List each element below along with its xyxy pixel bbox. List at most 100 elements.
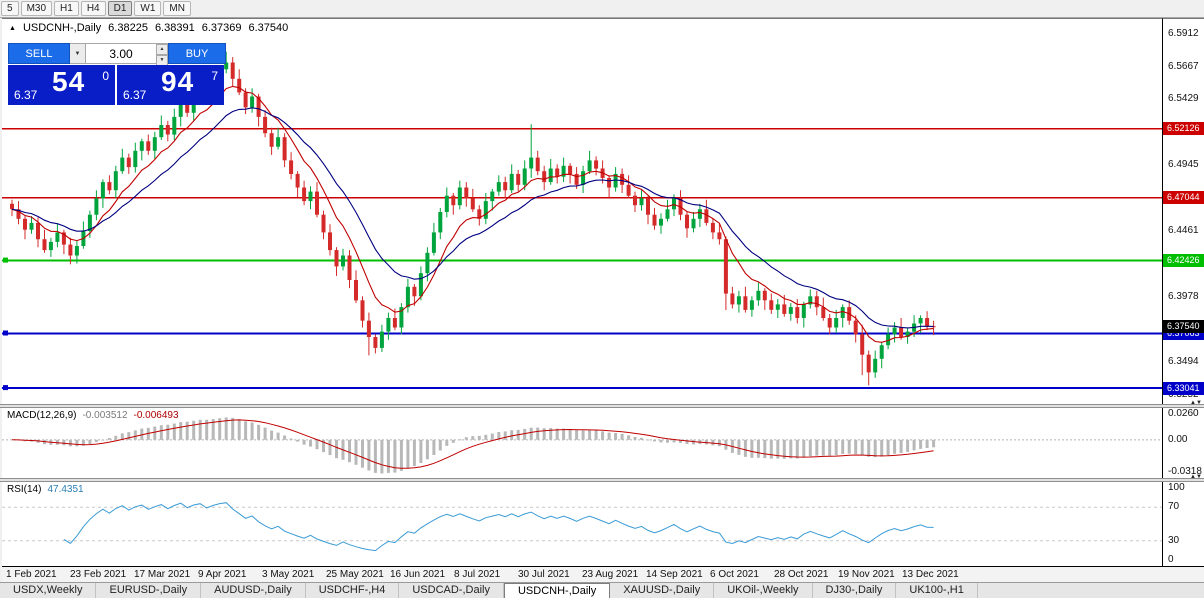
date-label: 14 Sep 2021 <box>646 569 703 580</box>
price-line-badge: 6.47044 <box>1163 191 1204 205</box>
sell-price-display[interactable]: 6.37 54 0 <box>8 65 115 105</box>
date-label: 6 Oct 2021 <box>710 569 759 580</box>
buy-price-pips: 94 <box>161 66 195 97</box>
date-label: 8 Jul 2021 <box>454 569 501 580</box>
spinner-up-icon[interactable]: ▲ <box>156 44 168 55</box>
price-axis-tick: 6.5912 <box>1168 27 1199 39</box>
panel-separator[interactable] <box>0 404 1204 408</box>
price-line-badge: 6.42426 <box>1163 254 1204 268</box>
macd-axis-tick: -0.0318 <box>1168 466 1202 477</box>
rsi-axis-tick: 100 <box>1168 482 1185 493</box>
volume-box: ▲ ▼ <box>86 43 168 66</box>
chart-header: ▲ USDCNH-,Daily 6.38225 6.38391 6.37369 … <box>9 22 288 34</box>
price-axis-tick: 6.4945 <box>1168 159 1199 171</box>
price-axis-tick: 6.5429 <box>1168 93 1199 105</box>
date-label: 30 Jul 2021 <box>518 569 570 580</box>
date-label: 17 Mar 2021 <box>134 569 191 580</box>
panel-separator[interactable] <box>0 478 1204 482</box>
tab-eurusd-daily[interactable]: EURUSD-,Daily <box>96 583 202 598</box>
macd-value-signal: -0.006493 <box>133 410 179 421</box>
price-axis-tick: 6.5667 <box>1168 60 1199 72</box>
sell-price-pips: 54 <box>52 66 86 97</box>
date-label: 28 Oct 2021 <box>774 569 829 580</box>
date-label: 16 Jun 2021 <box>390 569 446 580</box>
rsi-title: RSI(14) <box>7 484 42 495</box>
tab-usdchf-h4[interactable]: USDCHF-,H4 <box>306 583 400 598</box>
date-label: 19 Nov 2021 <box>838 569 895 580</box>
date-label: 3 May 2021 <box>262 569 315 580</box>
price-axis[interactable]: 6.59126.56676.54296.51876.49456.47036.44… <box>1162 18 1204 404</box>
sell-price-point: 0 <box>102 69 109 83</box>
rsi-value: 47.4351 <box>47 484 84 495</box>
symbol-marker-icon: ▲ <box>9 24 16 32</box>
timeframe-mn-button[interactable]: MN <box>163 1 191 16</box>
macd-axis-tick: 0.0260 <box>1168 408 1199 419</box>
tab-usdx-weekly[interactable]: USDX,Weekly <box>0 583 97 598</box>
rsi-axis: 100 70 30 0 <box>1162 482 1204 566</box>
date-axis[interactable]: 1 Feb 2021 23 Feb 2021 17 Mar 2021 9 Apr 20… <box>2 566 1204 582</box>
timeframe-d1-button[interactable]: D1 <box>107 1 133 16</box>
buy-price-point: 7 <box>211 69 218 83</box>
macd-axis: 0.0260 0.00 -0.0318 <box>1162 408 1204 478</box>
buy-price-display[interactable]: 6.37 94 7 <box>117 65 224 105</box>
chart-tab-bar: USDX,Weekly EURUSD-,Daily AUDUSD-,Daily … <box>0 582 1204 598</box>
timeframe-m30-button[interactable]: M30 <box>20 1 53 16</box>
rsi-axis-tick: 30 <box>1168 534 1180 546</box>
tab-audusd-daily[interactable]: AUDUSD-,Daily <box>201 583 306 598</box>
macd-chart <box>2 417 1162 474</box>
price-axis-tick: 6.3252 <box>1168 389 1199 401</box>
rsi-axis-tick: 0 <box>1168 554 1174 565</box>
sell-button[interactable]: SELL <box>8 43 70 64</box>
timeframe-w1-button[interactable]: W1 <box>134 1 162 16</box>
chart-symbol-label: USDCNH-,Daily <box>22 22 102 34</box>
subwindow-scroll-arrows[interactable]: ▲▼ <box>1190 474 1202 480</box>
timeframe-toolbar: 5 M30 H1 H4 D1 W1 MN <box>0 0 1204 18</box>
date-label: 9 Apr 2021 <box>198 569 247 580</box>
macd-header: MACD(12,26,9) -0.003512 -0.006493 <box>7 410 179 421</box>
buy-price-base: 6.37 <box>123 88 147 102</box>
date-label: 13 Dec 2021 <box>902 569 959 580</box>
timeframe-h4-button[interactable]: H4 <box>80 1 106 16</box>
macd-histogram <box>23 417 936 474</box>
timeframe-m5-button[interactable]: 5 <box>1 1 19 16</box>
rsi-panel[interactable]: RSI(14) 47.4351 <box>2 482 1162 566</box>
date-label: 23 Feb 2021 <box>70 569 127 580</box>
rsi-line <box>63 502 934 552</box>
volume-input[interactable] <box>86 44 157 63</box>
hlines-layer[interactable] <box>2 128 1162 391</box>
tab-xauusd-daily[interactable]: XAUUSD-,Daily <box>610 583 715 598</box>
tab-uk100-h1[interactable]: UK100-,H1 <box>896 583 978 598</box>
main-chart[interactable]: ▲ USDCNH-,Daily 6.38225 6.38391 6.37369 … <box>2 18 1162 405</box>
volume-spinner: ▲ ▼ <box>156 44 168 66</box>
price-axis-tick: 6.3494 <box>1168 356 1199 368</box>
ohlc-close: 6.37540 <box>248 22 289 34</box>
date-label: 25 May 2021 <box>326 569 384 580</box>
current-price-badge: 6.37540 <box>1163 320 1204 334</box>
macd-panel[interactable]: MACD(12,26,9) -0.003512 -0.006493 <box>2 408 1162 478</box>
tab-dj30-daily[interactable]: DJ30-,Daily <box>813 583 897 598</box>
one-click-trade-widget: SELL ▼ ▲ ▼ BUY 6.37 54 0 <box>8 43 226 105</box>
rsi-axis-tick: 70 <box>1168 501 1180 513</box>
buy-button[interactable]: BUY <box>168 43 226 64</box>
dropdown-arrow-icon: ▼ <box>74 51 81 57</box>
tab-ukoil-weekly[interactable]: UKOil-,Weekly <box>714 583 813 598</box>
price-line-badge: 6.33041 <box>1163 381 1204 395</box>
macd-axis-tick: 0.00 <box>1168 433 1188 445</box>
candlestick-chart[interactable] <box>2 19 1162 405</box>
macd-signal-line <box>11 419 934 469</box>
date-label: 1 Feb 2021 <box>6 569 57 580</box>
sell-price-base: 6.37 <box>14 88 38 102</box>
rsi-header: RSI(14) 47.4351 <box>7 484 84 495</box>
date-label: 23 Aug 2021 <box>582 569 639 580</box>
rsi-chart <box>2 502 1162 552</box>
ohlc-low: 6.37369 <box>201 22 242 34</box>
subwindow-scroll-arrows[interactable]: ▲▼ <box>1190 400 1202 406</box>
price-axis-tick: 6.4461 <box>1168 224 1199 236</box>
tab-usdcad-daily[interactable]: USDCAD-,Daily <box>399 583 504 598</box>
volume-dropdown-button[interactable]: ▼ <box>70 43 86 64</box>
tab-usdcnh-daily[interactable]: USDCNH-,Daily <box>503 583 611 598</box>
timeframe-h1-button[interactable]: H1 <box>54 1 79 16</box>
price-axis-tick: 6.3978 <box>1168 290 1199 302</box>
price-line-badge: 6.52126 <box>1163 122 1204 136</box>
